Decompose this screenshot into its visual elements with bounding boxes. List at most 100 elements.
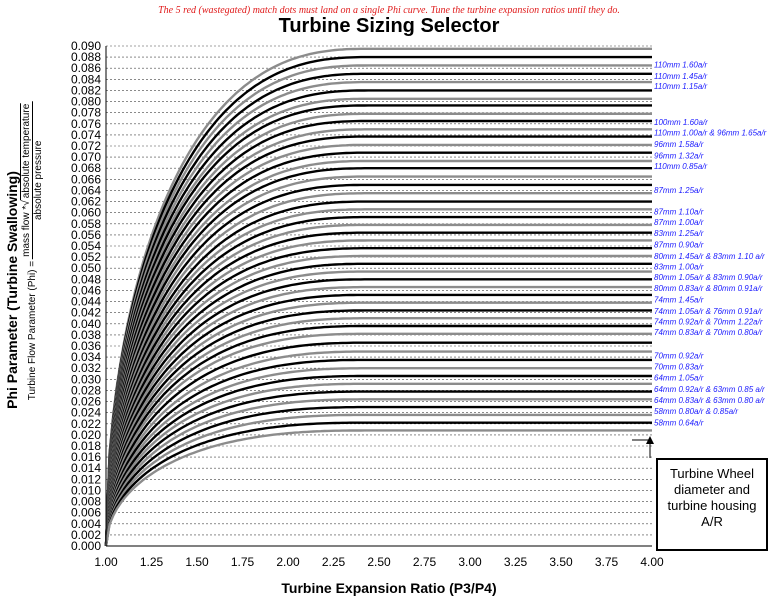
- curve-label: 64mm 0.92a/r & 63mm 0.85 a/r: [654, 385, 765, 394]
- phi-curve: [104, 215, 652, 547]
- y-tick-label: 0.034: [71, 350, 101, 364]
- phi-curve: [104, 405, 652, 547]
- curve-label: 80mm 1.45a/r & 83mm 1.10 a/r: [654, 252, 765, 261]
- phi-curve: [104, 332, 652, 547]
- x-tick-label: 1.75: [231, 555, 255, 569]
- y-tick-label: 0.020: [71, 428, 101, 442]
- curve-label: 110mm 1.00a/r & 96mm 1.65a/r: [654, 129, 767, 138]
- phi-curve: [104, 367, 652, 547]
- x-axis-label: Turbine Expansion Ratio (P3/P4): [281, 580, 497, 596]
- formula-numerator: mass flow *√ absolute temperature: [20, 101, 33, 259]
- y-tick-label: 0.050: [71, 261, 101, 275]
- y-tick-label: 0.052: [71, 250, 101, 264]
- x-tick-label: 2.00: [276, 555, 300, 569]
- y-tick-label: 0.028: [71, 383, 101, 397]
- callout-arrow-icon: [646, 436, 654, 444]
- y-tick-label: 0.010: [71, 483, 101, 497]
- y-tick-label: 0.074: [71, 128, 101, 142]
- phi-curve: [104, 285, 652, 547]
- x-tick-label: 3.75: [595, 555, 619, 569]
- curve-label: 80mm 0.83a/r & 80mm 0.91a/r: [654, 284, 763, 293]
- phi-curve: [104, 413, 652, 547]
- phi-curve: [104, 317, 652, 547]
- phi-curve: [104, 55, 652, 547]
- curve-label: 87mm 0.90a/r: [654, 240, 704, 249]
- curve-label: 74mm 0.83a/r & 70mm 0.80a/r: [654, 328, 763, 337]
- phi-curve: [104, 358, 652, 547]
- phi-curve: [104, 293, 652, 547]
- y-tick-label: 0.060: [71, 206, 101, 220]
- y-tick-label: 0.036: [71, 339, 101, 353]
- callout-box: Turbine Wheel diameter and turbine housi…: [656, 458, 768, 551]
- x-tick-label: 3.00: [458, 555, 482, 569]
- phi-curve: [104, 80, 652, 547]
- x-tick-labels: 1.00 1.25 1.50 1.75 2.00 2.25 2.50 2.75 3.00 3.25…: [94, 555, 664, 569]
- y-tick-label: 0.062: [71, 195, 101, 209]
- y-axis-formula: Turbine Flow Parameter (Phi) = mass flow…: [20, 100, 44, 400]
- phi-curve: [104, 119, 652, 547]
- y-axis-label: Phi Parameter (Turbine Swallowing): [4, 171, 20, 409]
- y-tick-label: 0.016: [71, 450, 101, 464]
- phi-curve: [104, 89, 652, 547]
- curve-label: 110mm 0.85a/r: [654, 162, 708, 171]
- phi-curve: [104, 324, 652, 547]
- y-tick-label: 0.088: [71, 50, 101, 64]
- phi-curve: [104, 208, 652, 547]
- y-tick-label: 0.014: [71, 461, 101, 475]
- phi-curve: [104, 200, 652, 547]
- phi-curve: [104, 183, 652, 547]
- y-tick-label: 0.032: [71, 361, 101, 375]
- phi-curve: [104, 301, 652, 547]
- phi-curve: [104, 47, 652, 547]
- curve-label: 74mm 1.45a/r: [654, 295, 704, 304]
- y-tick-label: 0.024: [71, 406, 101, 420]
- phi-curve: [104, 398, 652, 547]
- curve-label: 74mm 0.92a/r & 70mm 1.22a/r: [654, 318, 763, 327]
- y-tick-label: 0.006: [71, 506, 101, 520]
- y-tick-label: 0.086: [71, 61, 101, 75]
- phi-curve: [104, 350, 652, 547]
- y-tick-label: 0.000: [71, 539, 101, 553]
- curve-label: 96mm 1.32a/r: [654, 151, 704, 160]
- formula-sqrt-term: absolute temperature: [20, 103, 32, 201]
- curve-label: 110mm 1.60a/r: [654, 60, 708, 69]
- phi-curve: [104, 191, 652, 547]
- x-tick-label: 2.75: [413, 555, 437, 569]
- curve-label: 64mm 0.83a/r & 63mm 0.80 a/r: [654, 396, 765, 405]
- curve-label: 58mm 0.80a/r & 0.85a/r: [654, 407, 738, 416]
- annotation-note: The 5 red (wastegated) match dots must l…: [158, 5, 620, 16]
- phi-curve: [104, 223, 652, 547]
- sqrt-icon: *√: [20, 200, 32, 213]
- phi-curve: [104, 309, 652, 547]
- phi-curve: [104, 254, 652, 547]
- curve-label: 58mm 0.64a/r: [654, 419, 704, 428]
- x-tick-label: 1.00: [94, 555, 118, 569]
- curve-label: 70mm 0.92a/r: [654, 351, 704, 360]
- phi-curve: [104, 278, 652, 547]
- x-tick-label: 3.25: [504, 555, 528, 569]
- curve-label: 110mm 1.45a/r: [654, 72, 708, 81]
- y-tick-label: 0.070: [71, 150, 101, 164]
- y-tick-label: 0.054: [71, 239, 101, 253]
- y-tick-label: 0.048: [71, 272, 101, 286]
- curve-label: 87mm 1.25a/r: [654, 186, 704, 195]
- phi-curve: [104, 231, 652, 547]
- y-tick-label: 0.040: [71, 317, 101, 331]
- y-tick-label: 0.080: [71, 95, 101, 109]
- formula-fraction: mass flow *√ absolute temperature absolu…: [20, 101, 44, 259]
- phi-curve: [104, 421, 652, 547]
- y-tick-label: 0.058: [71, 217, 101, 231]
- curve-label: 74mm 1.05a/r & 76mm 0.91a/r: [654, 307, 763, 316]
- y-tick-label: 0.044: [71, 295, 101, 309]
- y-tick-label: 0.078: [71, 106, 101, 120]
- y-tick-labels: 0.0000.0020.0040.0060.0080.0100.0120.014…: [71, 39, 101, 553]
- curve-label: 110mm 1.15a/r: [654, 82, 708, 91]
- curve-label: 83mm 1.25a/r: [654, 229, 704, 238]
- x-tick-label: 2.25: [322, 555, 346, 569]
- phi-curve: [104, 72, 652, 547]
- curve-label: 87mm 1.10a/r: [654, 208, 704, 217]
- y-tick-label: 0.082: [71, 83, 101, 97]
- curve-label: 64mm 1.05a/r: [654, 374, 704, 383]
- y-tick-label: 0.072: [71, 139, 101, 153]
- x-tick-label: 1.25: [140, 555, 164, 569]
